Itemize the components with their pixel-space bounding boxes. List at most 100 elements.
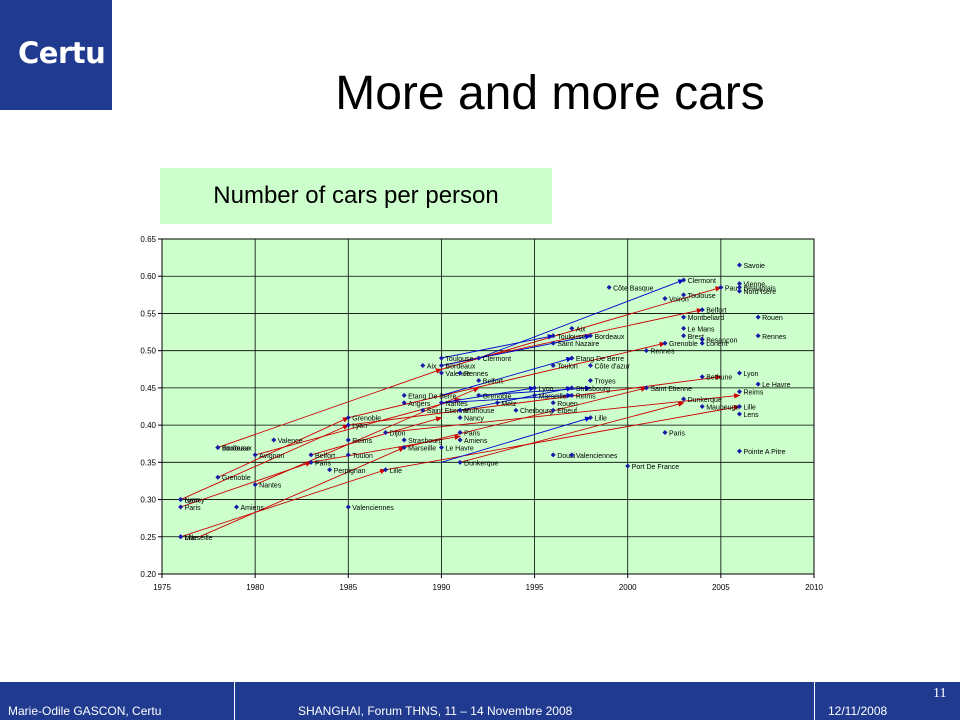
footer-divider: [814, 682, 815, 720]
data-point: [550, 407, 556, 413]
y-tick-label: 0.35: [140, 458, 156, 467]
point-label: Grenoble: [352, 416, 381, 423]
point-label: Rennes: [464, 371, 489, 378]
point-label: Montbeliard: [688, 315, 725, 322]
point-label: Lorient: [706, 341, 727, 348]
data-point: [718, 284, 724, 290]
data-point: [736, 404, 742, 409]
data-point: [755, 381, 761, 387]
point-label: Belfort: [315, 453, 335, 460]
data-point: [755, 314, 761, 320]
point-label: Brest: [688, 334, 704, 341]
data-point: [401, 437, 407, 443]
point-label: Lille: [185, 535, 198, 542]
trend-arrow: [441, 392, 573, 404]
data-point: [736, 411, 742, 417]
point-label: Paris: [185, 505, 201, 512]
data-point: [532, 392, 538, 398]
point-label: Mulhouse: [464, 408, 494, 415]
point-label: Beaujolais: [743, 285, 776, 292]
logo-text: Certu: [18, 36, 106, 70]
point-label: Lyon: [185, 498, 200, 505]
point-label: Metz: [501, 401, 517, 408]
point-label: Savoie: [743, 263, 765, 270]
point-label: Bordeaux: [445, 364, 475, 371]
data-point: [587, 415, 593, 421]
data-point: [699, 374, 705, 380]
point-label: Valence: [278, 438, 303, 445]
data-point: [681, 396, 687, 402]
data-point: [420, 363, 426, 369]
point-label: Valenciennes: [352, 505, 394, 512]
data-point: [457, 459, 463, 465]
point-label: Lens: [743, 412, 759, 419]
data-point: [736, 284, 742, 290]
subtitle-box: Number of cars per person: [160, 168, 552, 224]
point-label: Saint Etienne: [650, 386, 692, 393]
trend-arrow: [441, 416, 592, 463]
data-point: [587, 377, 593, 383]
data-point: [587, 333, 593, 339]
point-label: Aix: [576, 326, 586, 333]
point-label: Toulon: [352, 453, 373, 460]
data-point: [457, 430, 463, 436]
data-point: [643, 348, 649, 354]
point-label: Troyes: [594, 378, 616, 385]
point-label: Nantes: [259, 483, 282, 490]
point-label: Valence: [445, 371, 470, 378]
point-label: Bethune: [706, 375, 732, 382]
point-label: Le Mans: [688, 326, 715, 333]
data-point: [494, 400, 500, 406]
y-tick-label: 0.55: [140, 309, 156, 318]
data-point: [234, 504, 240, 510]
point-label: Nord Isere: [743, 289, 776, 296]
data-point: [438, 363, 444, 369]
data-point: [550, 340, 556, 346]
point-label: Toulouse: [222, 445, 250, 452]
point-label: Marseille: [185, 535, 213, 542]
data-point: [699, 337, 705, 342]
page-number: 11: [933, 686, 947, 701]
data-point: [383, 467, 389, 473]
data-point: [345, 504, 351, 510]
point-label: Avignon: [259, 453, 284, 460]
point-label: Nantes: [445, 401, 468, 408]
y-tick-label: 0.30: [140, 496, 156, 505]
point-label: Strasbourg: [576, 386, 610, 393]
data-point: [252, 452, 258, 458]
point-label: Lille: [390, 468, 403, 475]
point-label: Aix: [427, 364, 437, 371]
trend-arrow: [255, 397, 461, 456]
point-label: Reims: [743, 390, 763, 397]
data-point: [457, 370, 463, 376]
point-label: Toulouse: [445, 356, 473, 363]
data-point: [401, 444, 407, 450]
data-point: [178, 497, 184, 503]
certu-logo: Certu: [0, 0, 112, 110]
trend-arrow: [441, 356, 573, 396]
data-point: [606, 284, 612, 290]
point-label: Le Havre: [762, 382, 791, 389]
data-point: [699, 340, 705, 346]
data-point: [178, 504, 184, 510]
data-point: [345, 437, 351, 443]
point-label: Côte d'azur: [594, 364, 630, 371]
point-label: Paris: [669, 431, 685, 438]
data-point: [625, 463, 631, 469]
data-point: [476, 377, 482, 383]
point-label: Nancy: [464, 416, 484, 423]
data-point: [476, 392, 482, 398]
trend-arrow: [385, 393, 741, 434]
point-label: Bordeaux: [594, 334, 624, 341]
data-point: [457, 407, 463, 413]
data-point: [438, 355, 444, 361]
data-point: [271, 437, 277, 443]
point-label: Saint Etienne: [427, 408, 469, 415]
y-tick-label: 0.45: [140, 384, 156, 393]
point-label: Etang De Berre: [408, 393, 456, 400]
trend-arrow: [385, 404, 741, 471]
data-point: [401, 400, 407, 406]
data-point: [308, 452, 314, 458]
data-point: [662, 340, 668, 346]
data-point: [252, 482, 258, 488]
